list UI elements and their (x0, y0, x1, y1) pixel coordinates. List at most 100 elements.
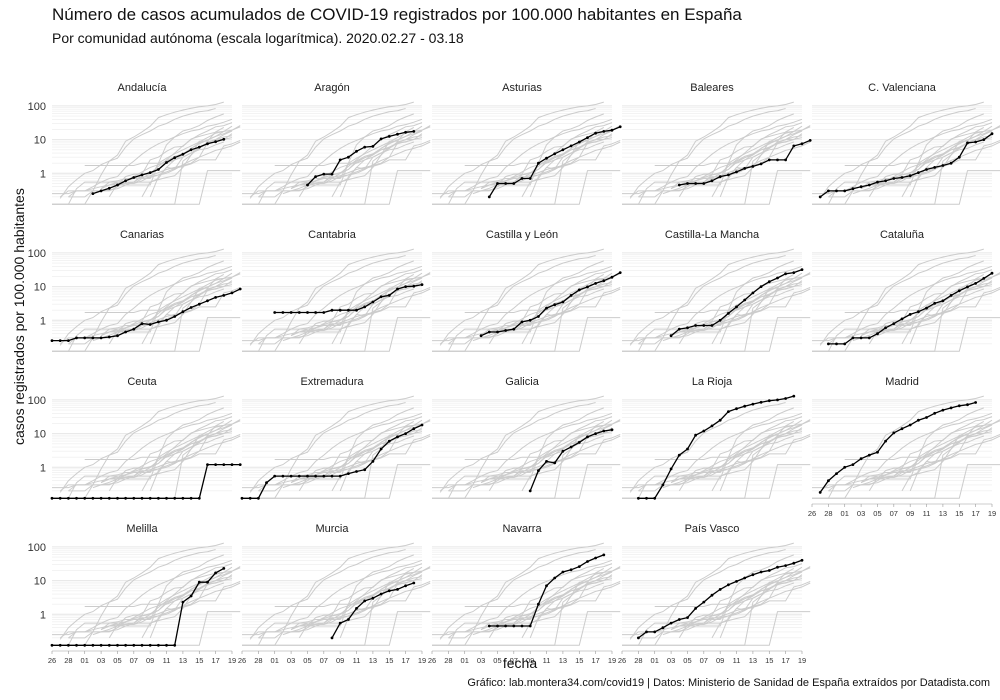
data-point (116, 183, 119, 187)
data-point (140, 322, 144, 325)
background-series-line (432, 126, 605, 205)
background-series-line (299, 260, 414, 333)
data-point (404, 130, 407, 134)
background-series-line (290, 563, 423, 631)
data-point (355, 308, 358, 312)
data-point (116, 334, 119, 338)
facet-title: Melilla (126, 523, 158, 535)
data-point (835, 342, 838, 346)
facet-panel: Melilla 1 10 100 26 28 01 03 05 07 09 11 13 15 17 19 (28, 523, 241, 665)
facet-panel: Navarra 26 28 01 03 05 07 09 11 13 15 17 19 (428, 523, 621, 665)
data-point (363, 599, 367, 603)
data-point (355, 470, 358, 473)
background-series-line (100, 416, 233, 484)
data-point (107, 643, 111, 647)
data-point (50, 339, 54, 342)
x-tick-label: 03 (477, 656, 485, 665)
background-series-line (679, 554, 794, 627)
facet-panel: Murcia 26 28 01 03 05 07 09 11 13 15 17 19 (238, 523, 431, 665)
background-series-line (819, 108, 976, 199)
data-point (800, 268, 804, 271)
data-point (240, 496, 244, 500)
background-series-line (901, 141, 984, 198)
x-tick-label: 11 (353, 656, 361, 665)
data-point (107, 496, 111, 500)
data-point (743, 298, 747, 302)
data-point (404, 432, 407, 435)
data-point (949, 294, 953, 297)
data-point (637, 496, 640, 500)
background-series-line (622, 420, 795, 499)
data-point (99, 496, 103, 500)
background-series-line (622, 567, 795, 646)
background-series-line (141, 141, 224, 198)
data-point (83, 336, 87, 340)
y-tick-label: 100 (28, 248, 46, 260)
data-point (792, 394, 796, 398)
facet-title: Galicia (505, 376, 540, 388)
background-series-line (638, 265, 803, 345)
background-series-line (480, 122, 613, 190)
data-point (892, 322, 896, 325)
data-point (338, 308, 342, 312)
facet-title: C. Valenciana (868, 82, 937, 94)
data-point (653, 496, 657, 500)
facet-panel: Madrid 26 28 01 03 05 07 09 11 13 15 17 19 (808, 376, 1000, 518)
background-series-line (258, 101, 414, 205)
data-point (75, 496, 78, 500)
x-tick-label: 15 (575, 656, 583, 665)
data-point (322, 172, 326, 176)
data-point (784, 272, 787, 276)
data-point (800, 142, 804, 146)
x-tick-label: 28 (824, 509, 832, 518)
data-point (257, 496, 260, 500)
x-tick-label: 09 (146, 656, 154, 665)
data-point (412, 427, 416, 431)
data-point (512, 182, 516, 185)
data-point (884, 179, 887, 183)
highlight-series-line (819, 133, 993, 198)
x-tick-label: 07 (890, 509, 898, 518)
data-point (767, 569, 771, 572)
background-series-line (52, 126, 225, 205)
x-tick-label: 28 (254, 656, 262, 665)
background-series-line (670, 416, 803, 484)
data-point (528, 318, 532, 322)
data-point (577, 288, 581, 292)
background-series-line (670, 122, 803, 190)
data-point (767, 280, 771, 284)
background-series-line (109, 407, 224, 480)
x-tick-label: 13 (369, 656, 377, 665)
background-series-line (828, 118, 993, 198)
data-point (957, 155, 961, 159)
data-point (925, 416, 928, 419)
background-series-line (331, 288, 414, 345)
data-point (743, 167, 747, 170)
data-point (859, 185, 863, 189)
data-point (206, 580, 209, 584)
data-point (132, 496, 136, 500)
data-point (165, 318, 168, 322)
data-point (784, 564, 787, 567)
x-tick-label: 19 (798, 656, 806, 665)
data-point (222, 567, 226, 570)
data-point (504, 624, 507, 628)
facet-title: Ceuta (127, 376, 157, 388)
background-series-line (622, 126, 795, 205)
data-point (322, 474, 326, 478)
background-series-line (290, 269, 423, 337)
x-tick-label: 17 (781, 656, 789, 665)
data-point (966, 141, 969, 145)
data-point (528, 489, 532, 493)
data-point (387, 294, 391, 297)
chart-title: Número de casos acumulados de COVID-19 r… (52, 5, 742, 24)
data-point (189, 496, 193, 500)
data-point (925, 168, 928, 171)
data-point (792, 144, 796, 148)
data-point (610, 128, 614, 132)
data-point (248, 496, 252, 500)
data-point (800, 558, 804, 562)
data-point (99, 643, 103, 647)
data-point (917, 310, 920, 314)
background-series-line (497, 130, 604, 186)
